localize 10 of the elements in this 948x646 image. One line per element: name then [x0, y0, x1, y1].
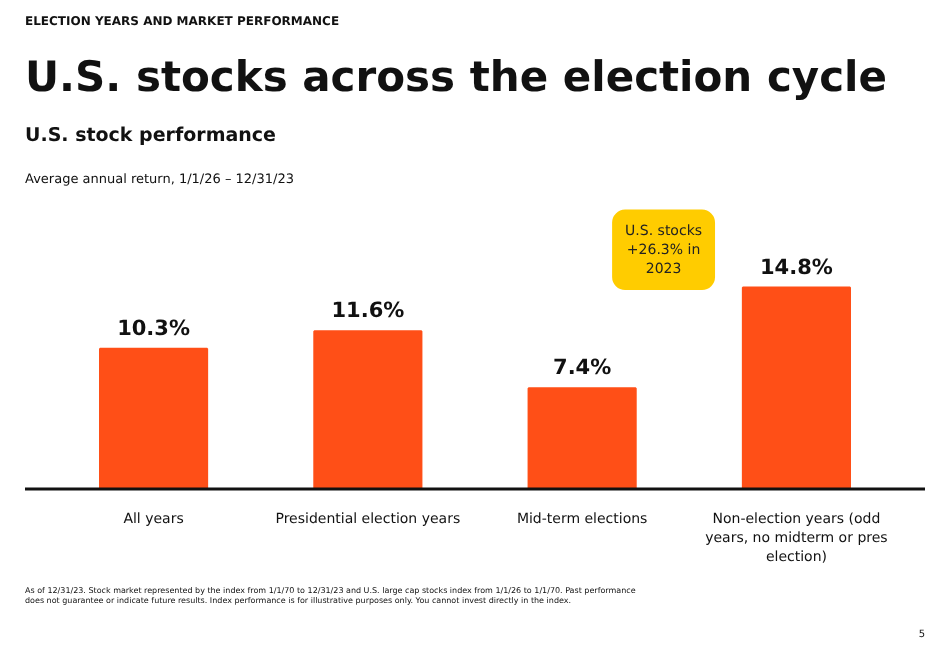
- bar: [99, 347, 209, 489]
- bar: [527, 387, 637, 489]
- chart-subtitle: U.S. stock performance: [25, 125, 276, 147]
- chart-title: U.S. stocks across the election cycle: [25, 53, 887, 101]
- data-label: 10.3%: [117, 316, 191, 341]
- data-label: 7.4%: [553, 356, 613, 381]
- data-label: 14.8%: [760, 255, 834, 280]
- data-label: 11.6%: [331, 299, 406, 324]
- bar: [741, 286, 851, 489]
- bar: [313, 330, 423, 489]
